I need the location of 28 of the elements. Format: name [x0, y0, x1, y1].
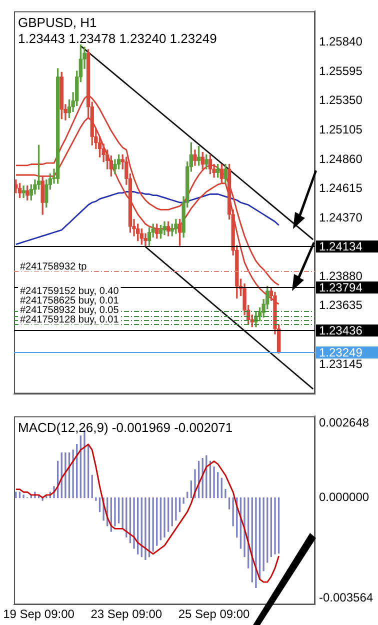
ref-line-label: 1.23436	[319, 323, 363, 338]
y-tick-label: 1.23635	[319, 298, 363, 312]
ref-line-label: #241758625 buy, 0.01	[20, 296, 120, 306]
y-tick-label: 1.24370	[319, 210, 363, 224]
chart-title: GBPUSD, H1	[18, 15, 97, 30]
y-tick-label: 0.002648	[319, 416, 370, 430]
ref-line-label: #241759128 buy, 0.01	[20, 314, 120, 326]
ref-line-label: #241759152 buy, 0.40	[20, 286, 120, 297]
x-tick-label: 19 Sep 09:00	[3, 607, 75, 622]
y-tick-label: 1.25840	[319, 34, 363, 49]
ref-line-label: #241758932 tp	[20, 262, 88, 272]
y-tick-label: 1.25595	[319, 64, 363, 78]
y-tick-label: 0.000000	[319, 490, 370, 504]
y-tick-label: 1.23145	[319, 356, 363, 371]
ref-line-label: 1.23794	[319, 280, 363, 294]
ref-line-label: #241758932 buy, 0.05	[20, 305, 120, 316]
chart-title: MACD(12,26,9) -0.001969 -0.002071	[18, 420, 233, 436]
y-tick-label: 1.25350	[319, 93, 363, 108]
x-tick-label: 23 Sep 09:00	[90, 607, 162, 622]
text: 1.23443 1.23478 1.23240 1.23249	[18, 31, 217, 46]
y-tick-label: 1.24615	[319, 181, 363, 196]
x-tick-label: 25 Sep 09:00	[178, 607, 250, 622]
ref-line-label: 1.23249	[319, 345, 363, 360]
ref-line-label: 1.24134	[319, 239, 363, 254]
y-tick-label: -0.003564	[319, 590, 374, 604]
y-tick-label: 1.23880	[319, 268, 363, 283]
y-tick-label: 1.25105	[319, 122, 363, 136]
y-tick-label: 1.24860	[319, 152, 363, 166]
